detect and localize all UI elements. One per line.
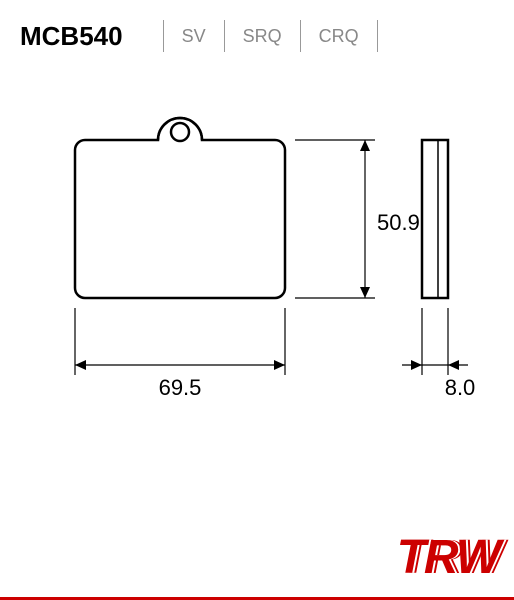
thickness-value: 8.0 <box>445 375 476 400</box>
dimension-height: 50.9 <box>295 140 420 298</box>
variant-divider <box>377 20 378 52</box>
variant-label-1: SRQ <box>225 26 300 47</box>
width-value: 69.5 <box>159 375 202 400</box>
variant-label-0: SV <box>164 26 224 47</box>
diagram-container: MCB540 SV SRQ CRQ <box>0 0 514 600</box>
product-code: MCB540 <box>20 21 123 52</box>
variant-label-2: CRQ <box>301 26 377 47</box>
dimension-width: 69.5 <box>75 308 285 400</box>
height-value: 50.9 <box>377 210 420 235</box>
dimension-thickness: 8.0 <box>402 308 475 400</box>
brake-pad-front <box>75 118 285 298</box>
header-row: MCB540 SV SRQ CRQ <box>20 20 494 52</box>
brake-pad-side <box>422 140 448 298</box>
technical-drawing: 69.5 50.9 8.0 <box>30 80 490 480</box>
brand-logo: TRW <box>397 530 499 585</box>
diagram-area: 69.5 50.9 8.0 <box>30 80 490 480</box>
